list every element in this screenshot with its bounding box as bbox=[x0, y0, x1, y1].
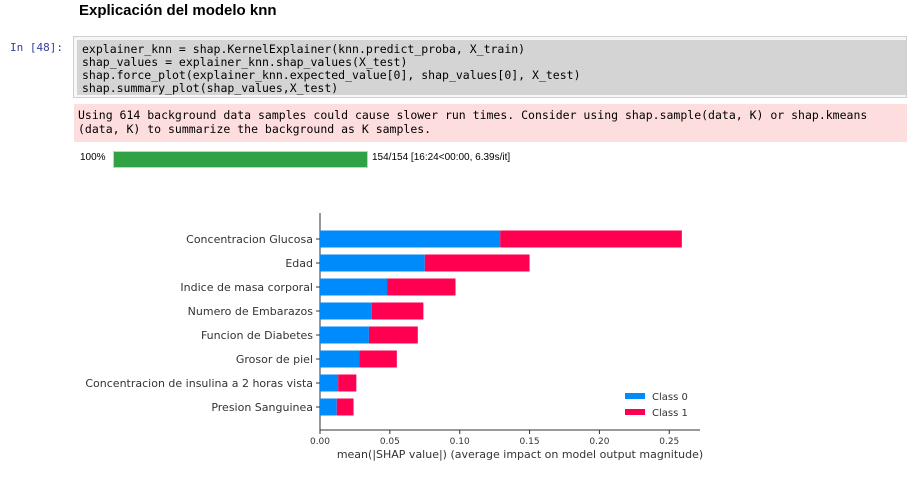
bar-class-1 bbox=[338, 374, 357, 392]
section-heading: Explicación del modelo knn bbox=[79, 2, 277, 19]
bar-class-1 bbox=[424, 254, 530, 272]
bar-class-0 bbox=[320, 254, 425, 272]
bar-class-0 bbox=[320, 230, 501, 248]
y-tick-label: Edad bbox=[285, 257, 313, 270]
y-tick-label: Grosor de piel bbox=[236, 353, 313, 366]
bar-class-1 bbox=[368, 326, 418, 344]
x-tick-label: 0.15 bbox=[520, 437, 540, 447]
code-line-4: shap.summary_plot(shap_values,X_test) bbox=[82, 81, 339, 95]
bar-class-0 bbox=[320, 374, 339, 392]
bar-class-1 bbox=[336, 398, 354, 416]
stderr-output: Using 614 background data samples could … bbox=[74, 104, 907, 142]
code-line-3: shap.force_plot(explainer_knn.expected_v… bbox=[82, 68, 581, 82]
y-tick-label: Concentracion de insulina a 2 horas vist… bbox=[85, 377, 313, 390]
bar-class-1 bbox=[371, 302, 424, 320]
x-tick-label: 0.25 bbox=[659, 437, 679, 447]
shap-summary-chart: Concentracion Glucosa Edad Indice de masa … bbox=[85, 213, 703, 461]
legend-label: Class 0 bbox=[652, 392, 688, 403]
legend-swatch bbox=[625, 393, 645, 399]
bar-class-1 bbox=[387, 278, 456, 296]
y-tick-label: Numero de Embarazos bbox=[188, 305, 314, 318]
stderr-line-1: Using 614 background data samples could … bbox=[78, 108, 868, 122]
code-line-2: shap_values = explainer_knn.shap_values(… bbox=[82, 55, 408, 69]
bar-class-0 bbox=[320, 350, 360, 368]
stderr-line-2: (data, K) to summarize the background as… bbox=[78, 122, 432, 136]
bar-class-0 bbox=[320, 302, 372, 320]
y-tick-label: Indice de masa corporal bbox=[180, 281, 313, 294]
y-tick-label: Funcion de Diabetes bbox=[201, 329, 313, 342]
progress-fill bbox=[114, 152, 367, 167]
legend-label: Class 1 bbox=[652, 408, 688, 419]
y-tick-label: Concentracion Glucosa bbox=[186, 233, 313, 246]
y-tick-label: Presion Sanguinea bbox=[211, 401, 313, 414]
progress-bar bbox=[113, 151, 368, 168]
x-tick-label: 0.05 bbox=[380, 437, 400, 447]
x-axis-label: mean(|SHAP value|) (average impact on mo… bbox=[337, 448, 703, 461]
bar-class-0 bbox=[320, 278, 388, 296]
x-tick-label: 0.10 bbox=[450, 437, 470, 447]
bar-class-1 bbox=[359, 350, 397, 368]
bar-class-0 bbox=[320, 326, 369, 344]
x-tick-label: 0.00 bbox=[310, 437, 330, 447]
code-cell[interactable]: explainer_knn = shap.KernelExplainer(knn… bbox=[73, 36, 907, 98]
cell-prompt: In [48]: bbox=[10, 41, 63, 54]
bar-class-1 bbox=[500, 230, 682, 248]
legend-swatch bbox=[625, 409, 645, 415]
x-tick-label: 0.20 bbox=[589, 437, 609, 447]
code-line-1: explainer_knn = shap.KernelExplainer(knn… bbox=[82, 42, 526, 56]
bar-class-0 bbox=[320, 398, 337, 416]
code-editor[interactable]: explainer_knn = shap.KernelExplainer(knn… bbox=[77, 40, 906, 95]
progress-status: 154/154 [16:24<00:00, 6.39s/it] bbox=[372, 152, 511, 163]
progress-percent: 100% bbox=[80, 152, 106, 163]
